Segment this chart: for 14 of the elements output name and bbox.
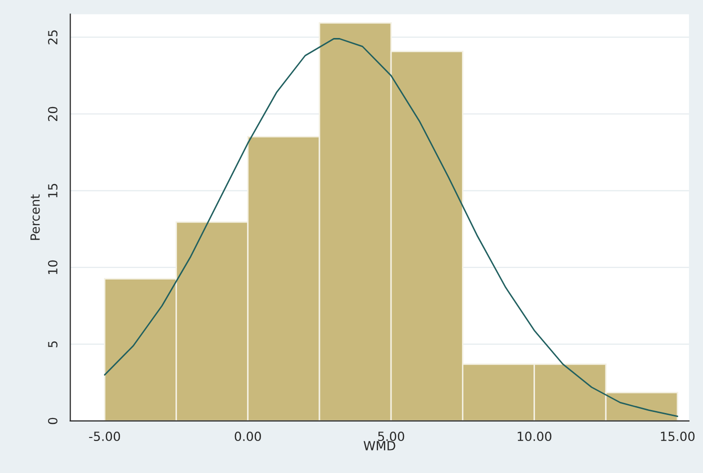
line-series (104, 38, 678, 418)
y-axis-title: Percent (30, 194, 40, 240)
y-tick-label: 20 (48, 106, 58, 122)
x-tick-label: 5.00 (378, 432, 404, 442)
y-tick-label: 10 (48, 260, 58, 274)
x-tick-label: 0.00 (234, 432, 261, 442)
x-axis-title: WMD (364, 441, 396, 450)
y-tick-label: 5 (48, 341, 58, 348)
y-tick-label: 0 (48, 418, 58, 424)
x-tick-label: -5.00 (89, 432, 120, 442)
y-tick-label: 15 (48, 184, 58, 198)
x-tick-label: 15.00 (660, 432, 695, 442)
y-tick-label: 25 (48, 30, 58, 44)
x-tick-label: 10.00 (518, 432, 552, 442)
